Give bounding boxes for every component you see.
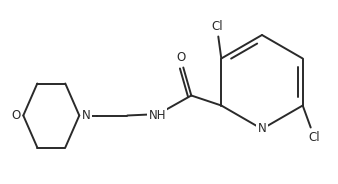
Text: N: N: [82, 109, 91, 122]
Text: N: N: [258, 123, 266, 135]
Text: O: O: [177, 51, 186, 64]
Text: NH: NH: [148, 109, 166, 122]
Text: Cl: Cl: [212, 20, 223, 33]
Text: Cl: Cl: [308, 131, 319, 144]
Text: O: O: [11, 109, 20, 122]
